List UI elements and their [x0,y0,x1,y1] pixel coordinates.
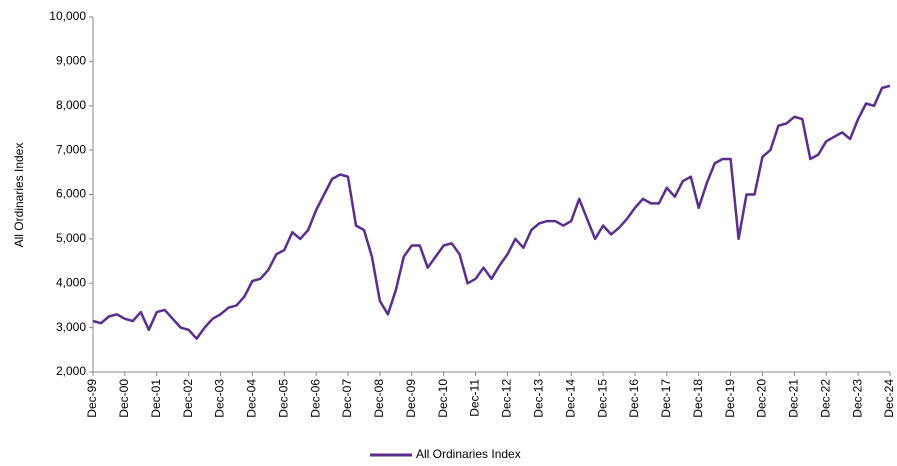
x-tick-label: Dec-17 [659,379,673,418]
x-tick-label: Dec-09 [404,379,418,418]
y-tick-label: 8,000 [56,98,86,112]
x-tick-label: Dec-19 [723,379,737,418]
x-tick-label: Dec-12 [500,379,514,418]
x-tick-label: Dec-04 [245,379,259,418]
x-tick-label: Dec-99 [85,379,99,418]
y-tick-label: 6,000 [56,187,86,201]
x-tick-label: Dec-11 [468,379,482,417]
x-tick-label: Dec-21 [787,379,801,418]
y-tick-label: 9,000 [56,54,86,68]
y-tick-label: 7,000 [56,142,86,156]
y-axis-label: All Ordinaries Index [12,143,26,248]
x-tick-label: Dec-05 [276,379,290,418]
y-tick-label: 5,000 [56,231,86,245]
x-tick-label: Dec-22 [818,379,832,418]
x-tick-label: Dec-16 [627,379,641,418]
x-tick-label: Dec-10 [436,379,450,418]
x-tick-label: Dec-15 [595,379,609,418]
x-tick-label: Dec-14 [563,379,577,418]
x-tick-label: Dec-07 [340,379,354,418]
x-tick-label: Dec-23 [850,379,864,418]
x-tick-label: Dec-00 [117,379,131,418]
x-tick-label: Dec-20 [755,379,769,418]
x-tick-label: Dec-08 [372,379,386,418]
legend-label: All Ordinaries Index [416,447,521,461]
y-tick-label: 2,000 [56,364,86,378]
x-tick-label: Dec-18 [691,379,705,418]
x-tick-label: Dec-03 [213,379,227,418]
x-tick-label: Dec-01 [149,379,163,418]
x-tick-label: Dec-24 [882,379,896,418]
data-line [92,84,891,340]
x-tick-label: Dec-06 [308,379,322,418]
x-tick-label: Dec-13 [531,379,545,418]
y-tick-label: 10,000 [49,9,86,23]
y-tick-label: 4,000 [56,275,86,289]
y-tick-label: 3,000 [56,320,86,334]
x-tick-label: Dec-02 [181,379,195,418]
